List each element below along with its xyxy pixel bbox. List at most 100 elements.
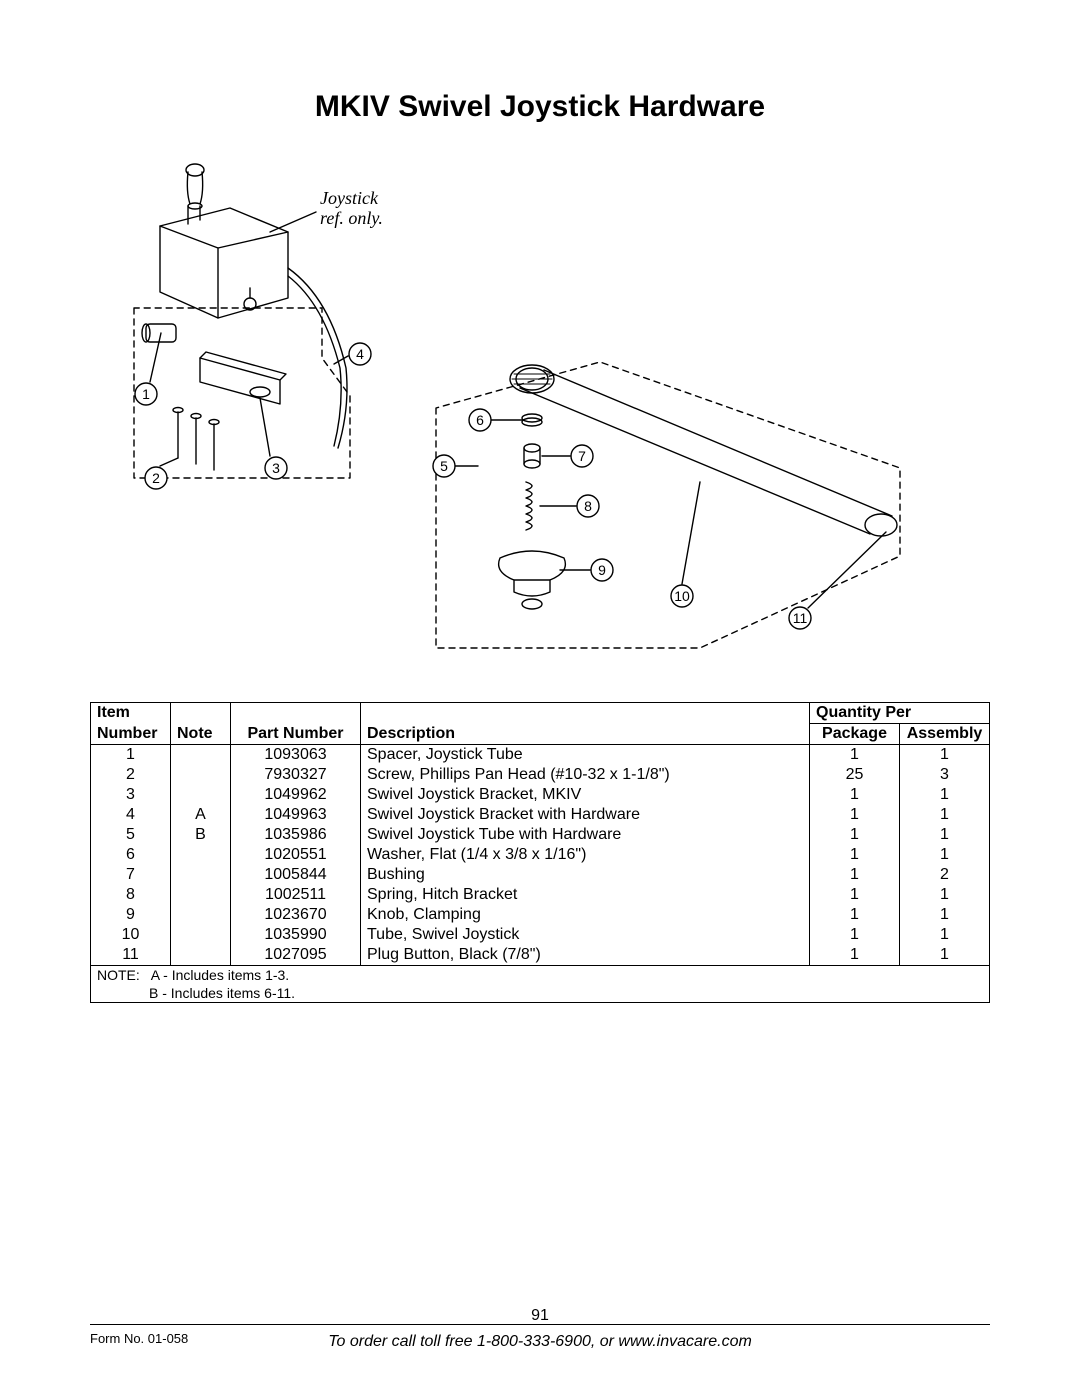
note-a: A - Includes items 1-3. <box>151 967 290 983</box>
callout-2: 2 <box>152 470 160 486</box>
cell-part: 7930327 <box>231 765 361 785</box>
cell-pkg: 25 <box>810 765 900 785</box>
th-item-l2: Number <box>91 724 171 745</box>
cell-note <box>171 905 231 925</box>
cell-item: 3 <box>91 785 171 805</box>
cell-note <box>171 765 231 785</box>
cell-asm: 1 <box>900 905 990 925</box>
cell-desc: Bushing <box>361 865 810 885</box>
cell-part: 1023670 <box>231 905 361 925</box>
cell-part: 1049963 <box>231 805 361 825</box>
cell-item: 6 <box>91 845 171 865</box>
table-row: 111027095Plug Button, Black (7/8")11 <box>91 945 990 966</box>
cell-pkg: 1 <box>810 945 900 966</box>
table-row: 6 1020551Washer, Flat (1/4 x 3/8 x 1/16")… <box>91 845 990 865</box>
page-number: 91 <box>0 1307 1080 1325</box>
cell-asm: 1 <box>900 845 990 865</box>
th-desc: Description <box>361 703 810 745</box>
cell-asm: 1 <box>900 825 990 845</box>
cell-note <box>171 785 231 805</box>
note-prefix: NOTE: <box>97 967 140 983</box>
callout-11: 11 <box>793 610 808 626</box>
cell-part: 1093063 <box>231 745 361 766</box>
cell-item: 5 <box>91 825 171 845</box>
table-row: 101035990Tube, Swivel Joystick11 <box>91 925 990 945</box>
cell-desc: Tube, Swivel Joystick <box>361 925 810 945</box>
cell-pkg: 1 <box>810 845 900 865</box>
parts-diagram: 1 2 3 4 Joystick ref. only. <box>90 148 990 688</box>
parts-table: Item Note Part Number Description Quanti… <box>90 702 990 1003</box>
cell-asm: 1 <box>900 945 990 966</box>
cell-note <box>171 745 231 766</box>
callout-10: 10 <box>674 588 690 604</box>
cell-part: 1035990 <box>231 925 361 945</box>
cell-desc: Swivel Joystick Tube with Hardware <box>361 825 810 845</box>
cell-item: 9 <box>91 905 171 925</box>
cell-pkg: 1 <box>810 925 900 945</box>
ref-only-label-l2: ref. only. <box>320 208 383 228</box>
cell-item: 8 <box>91 885 171 905</box>
page-title: MKIV Swivel Joystick Hardware <box>90 90 990 124</box>
cell-desc: Swivel Joystick Bracket with Hardware <box>361 805 810 825</box>
table-row: 31049962Swivel Joystick Bracket, MKIV11 <box>91 785 990 805</box>
th-assembly: Assembly <box>900 724 990 745</box>
callout-6: 6 <box>476 412 484 428</box>
callout-1: 1 <box>142 386 150 402</box>
cell-asm: 1 <box>900 925 990 945</box>
cell-asm: 2 <box>900 865 990 885</box>
cell-pkg: 1 <box>810 885 900 905</box>
callout-5: 5 <box>440 458 448 474</box>
cell-pkg: 1 <box>810 865 900 885</box>
cell-asm: 1 <box>900 785 990 805</box>
th-qty-per: Quantity Per <box>810 703 990 724</box>
cell-asm: 1 <box>900 805 990 825</box>
cell-item: 4 <box>91 805 171 825</box>
cell-part: 1049962 <box>231 785 361 805</box>
cell-part: 1027095 <box>231 945 361 966</box>
table-row: 91023670Knob, Clamping11 <box>91 905 990 925</box>
cell-desc: Spring, Hitch Bracket <box>361 885 810 905</box>
callout-3: 3 <box>272 460 280 476</box>
order-info: To order call toll free 1-800-333-6900, … <box>90 1333 990 1351</box>
cell-pkg: 1 <box>810 745 900 766</box>
cell-note <box>171 885 231 905</box>
cell-item: 7 <box>91 865 171 885</box>
cell-desc: Spacer, Joystick Tube <box>361 745 810 766</box>
cell-desc: Knob, Clamping <box>361 905 810 925</box>
cell-pkg: 1 <box>810 785 900 805</box>
cell-part: 1002511 <box>231 885 361 905</box>
page-footer: Form No. 01-058 To order call toll free … <box>90 1324 990 1351</box>
table-row: 4A1049963Swivel Joystick Bracket with Ha… <box>91 805 990 825</box>
note-b: B - Includes items 6-11. <box>149 985 295 1001</box>
cell-part: 1035986 <box>231 825 361 845</box>
th-part: Part Number <box>231 703 361 745</box>
cell-pkg: 1 <box>810 905 900 925</box>
cell-asm: 3 <box>900 765 990 785</box>
cell-item: 2 <box>91 765 171 785</box>
form-number: Form No. 01-058 <box>90 1331 188 1346</box>
cell-desc: Washer, Flat (1/4 x 3/8 x 1/16") <box>361 845 810 865</box>
th-note: Note <box>171 703 231 745</box>
cell-part: 1005844 <box>231 865 361 885</box>
cell-pkg: 1 <box>810 805 900 825</box>
table-row: 11093063Spacer, Joystick Tube11 <box>91 745 990 766</box>
cell-asm: 1 <box>900 885 990 905</box>
callout-4: 4 <box>356 346 364 362</box>
page: MKIV Swivel Joystick Hardware <box>0 0 1080 1397</box>
cell-asm: 1 <box>900 745 990 766</box>
cell-desc: Plug Button, Black (7/8") <box>361 945 810 966</box>
table-row: 27930327Screw, Phillips Pan Head (#10-32… <box>91 765 990 785</box>
table-row: 5B1035986Swivel Joystick Tube with Hardw… <box>91 825 990 845</box>
diagram-left: 1 2 3 4 Joystick ref. only. <box>100 148 440 508</box>
th-item-l1: Item <box>91 703 171 724</box>
cell-note <box>171 845 231 865</box>
cell-note: A <box>171 805 231 825</box>
cell-item: 11 <box>91 945 171 966</box>
cell-note <box>171 865 231 885</box>
cell-part: 1020551 <box>231 845 361 865</box>
cell-desc: Swivel Joystick Bracket, MKIV <box>361 785 810 805</box>
diagram-right: 5 6 7 8 9 10 11 <box>400 348 920 688</box>
cell-item: 10 <box>91 925 171 945</box>
table-row: 81002511Spring, Hitch Bracket11 <box>91 885 990 905</box>
callout-9: 9 <box>598 562 606 578</box>
